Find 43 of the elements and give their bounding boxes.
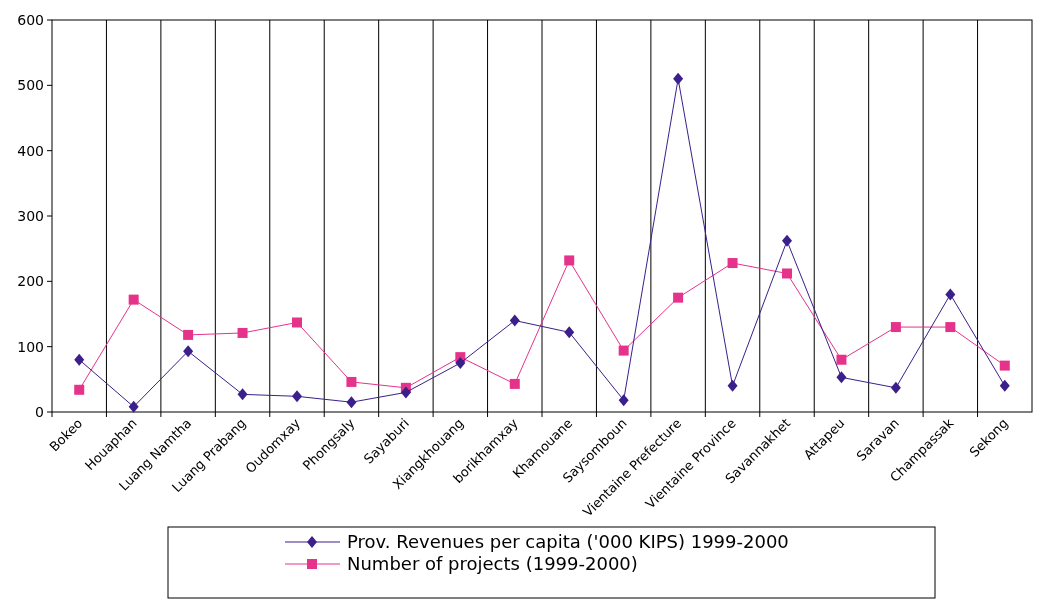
point	[400, 386, 411, 399]
point	[183, 345, 194, 358]
point	[999, 360, 1010, 371]
y-tick-label: 100	[17, 338, 44, 355]
point	[128, 294, 139, 305]
point	[564, 255, 575, 266]
point	[292, 390, 302, 403]
point	[509, 378, 520, 389]
point	[455, 357, 466, 369]
y-tick-label: 200	[17, 273, 44, 290]
y-tick-label: 600	[17, 11, 44, 28]
point	[618, 394, 629, 407]
point	[564, 326, 575, 339]
point	[618, 345, 629, 356]
point	[237, 388, 248, 401]
legend-label: Prov. Revenues per capita ('000 KIPS) 1999-2000	[347, 531, 789, 553]
point	[183, 329, 194, 340]
point	[237, 327, 248, 338]
y-tick-label: 300	[17, 207, 44, 224]
point	[836, 371, 847, 384]
point	[727, 379, 738, 392]
point	[727, 258, 738, 269]
point	[346, 376, 357, 387]
point	[782, 234, 792, 247]
y-tick-label: 500	[17, 77, 44, 94]
point	[673, 72, 684, 85]
y-tick-label: 0	[35, 403, 44, 420]
y-tick-label: 400	[17, 142, 44, 159]
point	[673, 292, 684, 303]
point	[346, 396, 357, 409]
legend-label: Number of projects (1999-2000)	[347, 553, 638, 575]
point	[890, 322, 901, 333]
point	[128, 400, 139, 413]
point	[292, 317, 302, 328]
point	[782, 268, 792, 279]
point	[74, 384, 85, 395]
point	[836, 354, 847, 365]
point	[509, 314, 520, 327]
point	[999, 379, 1010, 392]
point	[945, 322, 956, 333]
point	[945, 288, 956, 301]
point	[74, 353, 85, 366]
point	[890, 381, 901, 394]
